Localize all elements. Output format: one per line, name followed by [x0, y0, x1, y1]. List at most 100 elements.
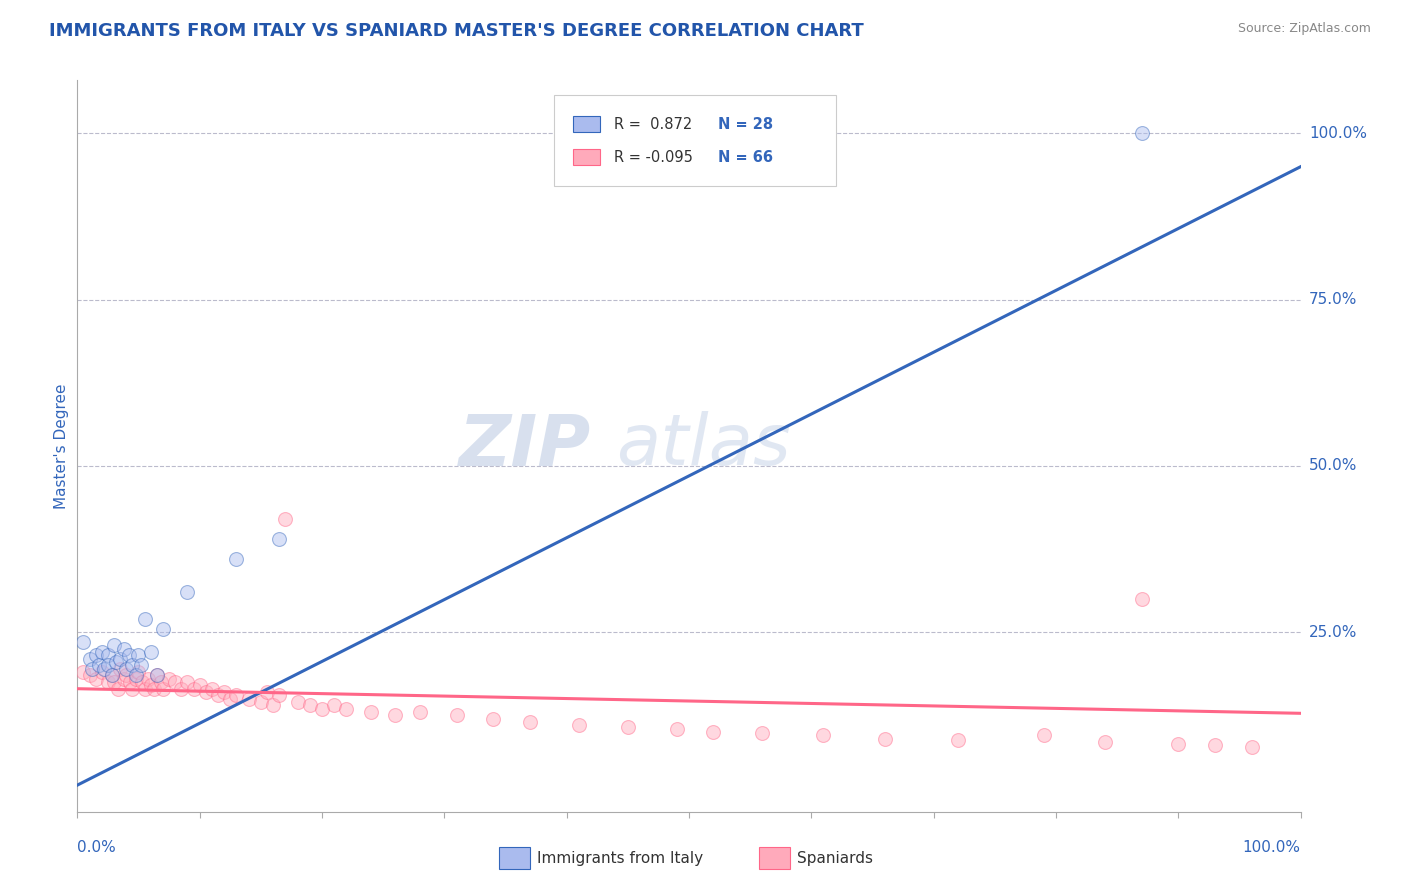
Text: R =  0.872: R = 0.872: [614, 117, 693, 132]
Text: ZIP: ZIP: [458, 411, 591, 481]
FancyBboxPatch shape: [554, 95, 835, 186]
Point: [103, 675, 125, 690]
Point: [97, 675, 120, 690]
Text: N = 66: N = 66: [718, 150, 773, 165]
Point: [157, 672, 180, 686]
Point: [201, 681, 224, 696]
Point: [118, 675, 141, 690]
Point: [813, 728, 835, 742]
Point: [183, 681, 205, 696]
Text: IMMIGRANTS FROM ITALY VS SPANIARD MASTER'S DEGREE CORRELATION CHART: IMMIGRANTS FROM ITALY VS SPANIARD MASTER…: [49, 22, 863, 40]
Point: [269, 532, 291, 546]
Point: [212, 685, 235, 699]
Point: [1094, 735, 1116, 749]
Point: [139, 678, 162, 692]
Point: [112, 672, 135, 686]
Point: [384, 708, 406, 723]
Text: 100.0%: 100.0%: [1243, 840, 1301, 855]
Point: [115, 662, 138, 676]
Point: [93, 662, 115, 676]
Point: [1130, 127, 1153, 141]
Point: [409, 705, 432, 719]
Point: [115, 668, 138, 682]
Point: [79, 652, 101, 666]
Point: [134, 612, 156, 626]
Text: 50.0%: 50.0%: [1309, 458, 1357, 474]
Point: [103, 639, 125, 653]
Point: [129, 658, 152, 673]
Point: [108, 662, 131, 676]
FancyBboxPatch shape: [572, 149, 599, 165]
Point: [112, 641, 135, 656]
Point: [89, 658, 111, 673]
Point: [143, 681, 166, 696]
Text: R = -0.095: R = -0.095: [614, 150, 693, 165]
Point: [97, 648, 120, 663]
Point: [121, 681, 143, 696]
Point: [146, 668, 169, 682]
Point: [446, 708, 468, 723]
Point: [127, 665, 149, 679]
Point: [72, 665, 94, 679]
Point: [100, 668, 122, 682]
Point: [84, 648, 107, 663]
Point: [274, 512, 297, 526]
Point: [165, 675, 187, 690]
Point: [105, 655, 128, 669]
Point: [207, 689, 229, 703]
Text: 25.0%: 25.0%: [1309, 624, 1357, 640]
Point: [127, 648, 149, 663]
Point: [482, 712, 505, 726]
Point: [873, 731, 896, 746]
Point: [84, 672, 107, 686]
Point: [250, 695, 273, 709]
Point: [238, 691, 260, 706]
Point: [269, 689, 291, 703]
Point: [256, 685, 278, 699]
Point: [287, 695, 309, 709]
Point: [79, 668, 101, 682]
Point: [194, 685, 217, 699]
Point: [118, 648, 141, 663]
Point: [125, 668, 148, 682]
Text: 0.0%: 0.0%: [77, 840, 117, 855]
Point: [125, 672, 148, 686]
Text: Spaniards: Spaniards: [797, 851, 873, 865]
Point: [323, 698, 346, 713]
Point: [702, 725, 724, 739]
Point: [131, 675, 153, 690]
Point: [136, 672, 159, 686]
Point: [1240, 739, 1263, 754]
Point: [1032, 728, 1054, 742]
Point: [139, 645, 162, 659]
Point: [617, 720, 640, 734]
Point: [1167, 737, 1189, 751]
FancyBboxPatch shape: [572, 116, 599, 132]
Text: 75.0%: 75.0%: [1309, 293, 1357, 307]
Point: [519, 714, 541, 729]
Point: [1130, 591, 1153, 606]
Point: [225, 552, 247, 566]
Point: [90, 645, 112, 659]
Point: [568, 718, 591, 732]
Point: [1204, 738, 1226, 752]
Point: [90, 665, 112, 679]
Point: [108, 652, 131, 666]
Text: 100.0%: 100.0%: [1309, 126, 1367, 141]
Point: [152, 622, 174, 636]
Point: [146, 668, 169, 682]
Point: [751, 726, 773, 740]
Point: [100, 668, 122, 682]
Text: Immigrants from Italy: Immigrants from Italy: [537, 851, 703, 865]
Point: [219, 691, 242, 706]
Point: [665, 722, 688, 736]
Point: [170, 681, 193, 696]
Point: [107, 681, 129, 696]
Point: [97, 658, 120, 673]
Point: [134, 681, 156, 696]
Point: [946, 732, 969, 747]
Text: N = 28: N = 28: [718, 117, 773, 132]
Point: [72, 635, 94, 649]
Point: [149, 675, 172, 690]
Point: [176, 585, 198, 599]
